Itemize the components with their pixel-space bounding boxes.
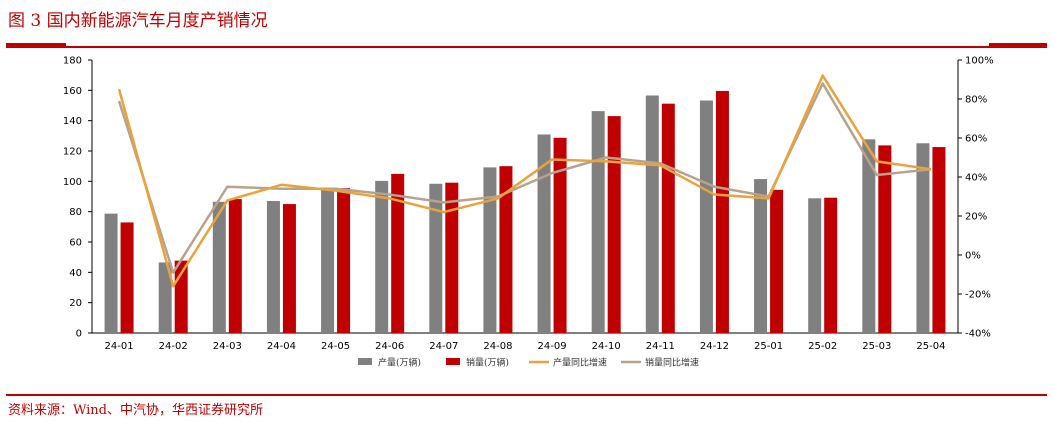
y-tick-label: 0 [76,329,82,340]
figure-title: 图 3 国内新能源汽车月度产销情况 [8,11,268,31]
x-tick-label: 25-02 [808,341,837,352]
top-rule [6,43,1047,48]
sales-bar [770,189,784,333]
y2-tick-label: -20% [965,290,991,301]
bar-series [104,90,946,334]
x-tick-label: 24-04 [267,341,296,352]
y-tick-label: 60 [69,238,82,249]
x-tick-label: 24-12 [700,341,729,352]
y-tick-label: 180 [63,56,82,67]
production-bar [483,167,497,333]
sales-bar [391,173,405,333]
y-tick-label: 80 [69,207,82,218]
sales-bar [282,204,296,333]
legend-sales-swatch [446,358,460,365]
sales-bar [661,103,675,334]
production-yoy-line [117,74,932,288]
sales-bar [932,147,946,333]
sales-bar [120,222,134,333]
sales-bar [499,166,513,333]
x-tick-label: 24-08 [483,341,512,352]
production-bar [158,262,172,333]
x-tick-label: 25-04 [916,341,945,352]
sales-bar [445,182,459,333]
y-tick-label: 40 [69,268,82,279]
production-bar [321,189,335,333]
sales-bar [607,116,621,333]
x-tick-label: 24-02 [159,341,188,352]
sales-bar [553,137,567,333]
y-tick-label: 120 [63,147,82,158]
top-rule-left-accent [6,43,66,46]
production-bar [916,143,930,333]
production-bar [591,111,605,333]
production-bar [699,100,713,334]
x-tick-label: 24-09 [538,341,567,352]
production-bar [104,213,118,333]
production-bar [808,198,822,333]
production-bar [375,180,389,333]
source-note: 资料来源：Wind、中汽协，华西证券研究所 [8,403,263,418]
production-bar [754,179,768,333]
sales-bar [824,197,838,333]
production-bar [212,201,226,333]
production-bar [266,201,280,333]
legend-sales-yoy-label: 销量同比增速 [645,357,699,369]
y2-tick-label: 100% [965,56,994,67]
y2-tick-label: 20% [965,212,987,223]
production-bar [537,134,551,333]
y2-tick-label: 40% [965,173,987,184]
sales-bar [337,188,351,333]
legend-production-swatch [358,358,372,365]
sales-bar [715,90,729,333]
production-bar [429,183,443,333]
production-bar [645,95,659,334]
chart-axes: 0 20 40 60 80 100 120 140 160 180 -40% -20% 0% 20% 40%… [63,56,994,353]
line-series [117,74,932,288]
production-bar [862,139,876,333]
x-tick-label: 24-01 [105,341,134,352]
legend-production-yoy-label: 产量同比增速 [553,357,607,369]
x-tick-label: 24-03 [213,341,242,352]
x-tick-label: 25-03 [862,341,891,352]
x-tick-label: 24-05 [321,341,350,352]
sales-bar [878,145,892,333]
y-tick-label: 160 [63,86,82,97]
y-tick-label: 140 [63,116,82,127]
chart-legend: 产量(万辆) 销量(万辆) 产量同比增速 销量同比增速 [358,357,699,369]
y2-tick-label: 60% [965,134,987,145]
y2-tick-label: -40% [965,329,991,340]
x-tick-label: 24-07 [429,341,458,352]
y-tick-label: 100 [63,177,82,188]
y2-tick-label: 0% [965,251,981,262]
legend-production-label: 产量(万辆) [378,357,421,369]
y2-tick-label: 80% [965,95,987,106]
x-tick-label: 24-06 [375,341,404,352]
sales-bar [228,199,242,333]
x-tick-label: 24-11 [646,341,675,352]
legend-sales-label: 销量(万辆) [466,357,509,369]
top-rule-right-accent [989,43,1047,46]
x-tick-label: 25-01 [754,341,783,352]
x-tick-label: 24-10 [592,341,621,352]
bottom-rule [6,394,1047,396]
y-tick-label: 20 [69,298,82,309]
